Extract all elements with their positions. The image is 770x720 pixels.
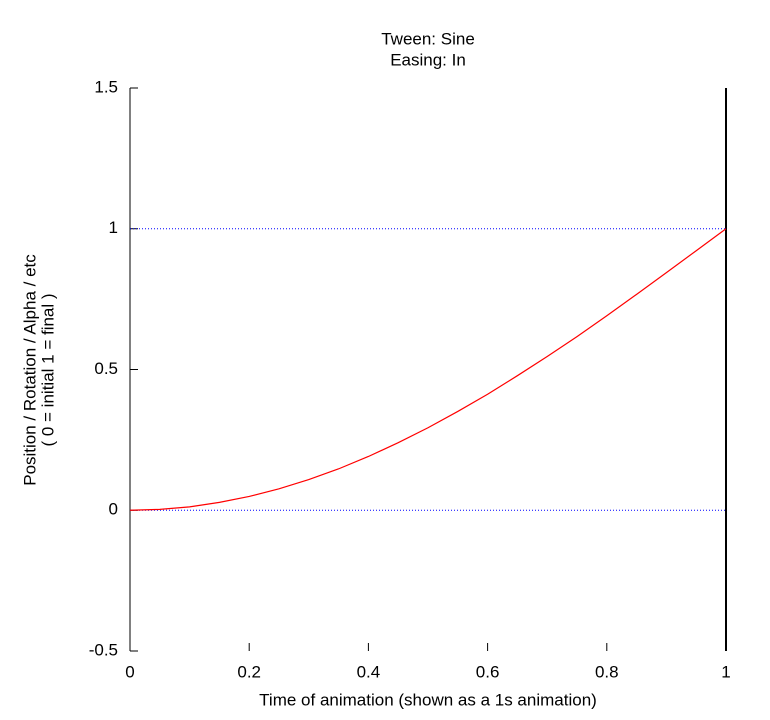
chart-title: Easing: In xyxy=(390,50,466,69)
x-axis-label: Time of animation (shown as a 1s animati… xyxy=(259,690,597,709)
y-tick-label: -0.5 xyxy=(89,640,118,659)
y-tick-label: 0 xyxy=(109,500,118,519)
x-tick-label: 0.4 xyxy=(357,662,381,681)
x-tick-label: 1 xyxy=(721,662,730,681)
y-tick-label: 0.5 xyxy=(94,359,118,378)
data-line xyxy=(129,228,727,511)
chart-title: Tween: Sine xyxy=(381,29,475,48)
x-tick-label: 0 xyxy=(125,662,134,681)
x-tick-label: 0.2 xyxy=(237,662,261,681)
y-axis-label: ( 0 = initial 1 = final ) xyxy=(38,293,57,446)
x-tick-label: 0.6 xyxy=(476,662,500,681)
x-tick-label: 0.8 xyxy=(595,662,619,681)
y-axis-label: Position / Rotation / Alpha / etc xyxy=(20,254,39,486)
y-tick-label: 1 xyxy=(109,218,118,237)
y-tick-label: 1.5 xyxy=(94,77,118,96)
